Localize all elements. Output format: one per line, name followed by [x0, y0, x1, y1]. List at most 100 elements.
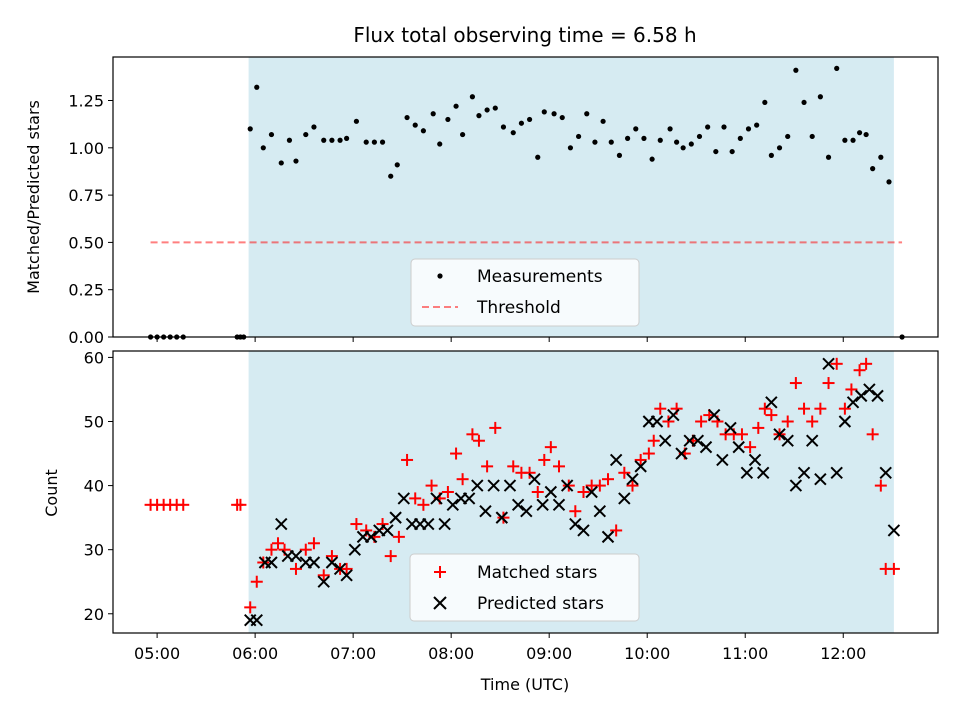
x-tick-label: 05:00: [134, 644, 180, 663]
measurement-point: [329, 137, 335, 143]
measurement-point: [551, 111, 557, 117]
matched-star-point: [317, 569, 330, 582]
matched-star-point: [610, 524, 623, 537]
matched-star-point: [456, 473, 469, 486]
x-tick-label: 10:00: [624, 644, 670, 663]
matched-star-point: [289, 562, 302, 575]
predicted-star-point: [397, 492, 410, 505]
matched-star-point: [822, 377, 835, 390]
measurement-point: [559, 114, 565, 121]
measurement-point: [492, 105, 498, 111]
measurement-point: [768, 152, 774, 158]
predicted-star-point: [593, 505, 607, 518]
measurement-point: [817, 94, 823, 100]
measurement-point: [510, 130, 516, 136]
matched-star-point: [307, 537, 320, 550]
measurement-point: [825, 154, 832, 160]
measurement-point: [321, 137, 327, 143]
top-y-tick-label: 0.50: [68, 233, 104, 252]
measurement-point: [688, 141, 694, 147]
matched-star-point: [838, 402, 851, 415]
predicted-star-point: [691, 434, 705, 447]
legend-predicted-swatch: [433, 596, 447, 610]
predicted-star-point: [560, 479, 574, 492]
top-y-tick-label: 1.25: [68, 92, 104, 111]
predicted-star-point: [781, 434, 794, 447]
legend-threshold-label: Threshold: [476, 298, 561, 318]
measurement-point: [394, 162, 400, 168]
legend-matched-label: Matched stars: [477, 563, 597, 583]
bottom-y-tick-label: 60: [84, 348, 104, 367]
predicted-star-point: [716, 453, 729, 467]
matched-star-point: [250, 575, 263, 588]
predicted-star-point: [536, 498, 549, 512]
matched-star-point: [642, 447, 655, 460]
bottom-y-tick-label: 20: [84, 605, 104, 624]
predicted-star-point: [838, 415, 852, 428]
matched-star-point: [350, 518, 363, 531]
bottom-axes-frame: [112, 350, 939, 634]
chart-title: Flux total observing time = 6.58 h: [353, 23, 696, 47]
measurement-point: [379, 139, 386, 145]
predicted-star-point: [438, 517, 451, 531]
matched-star-point: [425, 479, 438, 492]
measurement-point: [850, 137, 856, 143]
matched-star-point: [177, 498, 190, 511]
matched-star-point: [634, 453, 647, 466]
bottom-y-tick-label: 30: [84, 541, 104, 560]
predicted-star-point: [618, 492, 631, 505]
measurement-point: [437, 141, 443, 147]
measurement-point: [404, 114, 410, 121]
measurement-point: [737, 135, 743, 141]
predicted-star-point: [325, 556, 339, 569]
matched-star-point: [860, 357, 873, 370]
predicted-star-point: [765, 396, 778, 409]
predicted-star-point: [250, 613, 263, 627]
predicted-star-point: [317, 575, 330, 588]
legend-measurements-swatch: [437, 273, 443, 279]
matched-star-point: [489, 421, 502, 434]
measurement-point: [484, 107, 490, 113]
matched-star-point: [866, 428, 879, 441]
predicted-star-point: [699, 440, 713, 454]
predicted-star-point: [552, 498, 566, 512]
top-plot-marks: [147, 65, 905, 340]
measurement-point: [776, 145, 783, 151]
bottom-legend: Matched stars Predicted stars: [409, 553, 640, 622]
matched-star-point: [654, 402, 667, 415]
matched-star-point: [662, 415, 675, 428]
predicted-star-point: [732, 440, 745, 454]
predicted-star-point: [389, 511, 402, 524]
matched-star-point: [466, 428, 479, 441]
predicted-star-point: [503, 479, 517, 492]
predicted-star-point: [528, 472, 541, 486]
measurement-point: [745, 126, 752, 132]
measurement-point: [785, 133, 791, 140]
x-tick-label: 12:00: [820, 644, 866, 663]
predicted-star-point: [814, 472, 827, 486]
top-legend-box: [410, 258, 640, 327]
predicted-star-point: [748, 453, 762, 467]
measurement-point: [500, 124, 507, 130]
measurement-point: [469, 94, 476, 100]
measurement-point: [388, 173, 394, 179]
top-axes-frame: [112, 56, 939, 338]
measurement-point: [667, 126, 673, 132]
matched-star-point: [798, 402, 811, 415]
matched-star-point: [272, 537, 284, 550]
predicted-star-point: [887, 524, 901, 537]
predicted-star-point: [569, 517, 582, 531]
matched-star-point: [392, 530, 405, 543]
measurement-point: [721, 124, 727, 130]
measurement-point: [842, 137, 848, 143]
top-panel: 0.00 0.25 0.50 0.75 1.00 1.25 Flux total obse…: [24, 23, 939, 347]
matched-star-point: [752, 421, 765, 434]
bottom-y-tick-label: 40: [84, 477, 104, 496]
bottom-panel: 20 30 40 50 60 05:00 06:00 07:00 08:00 09:00 10:0…: [42, 348, 939, 694]
measurement-point: [674, 139, 680, 145]
predicted-star-point: [650, 415, 664, 428]
top-x-ticks: [156, 337, 844, 342]
top-y-tick-label: 0.00: [68, 328, 104, 347]
predicted-star-point: [879, 466, 892, 479]
